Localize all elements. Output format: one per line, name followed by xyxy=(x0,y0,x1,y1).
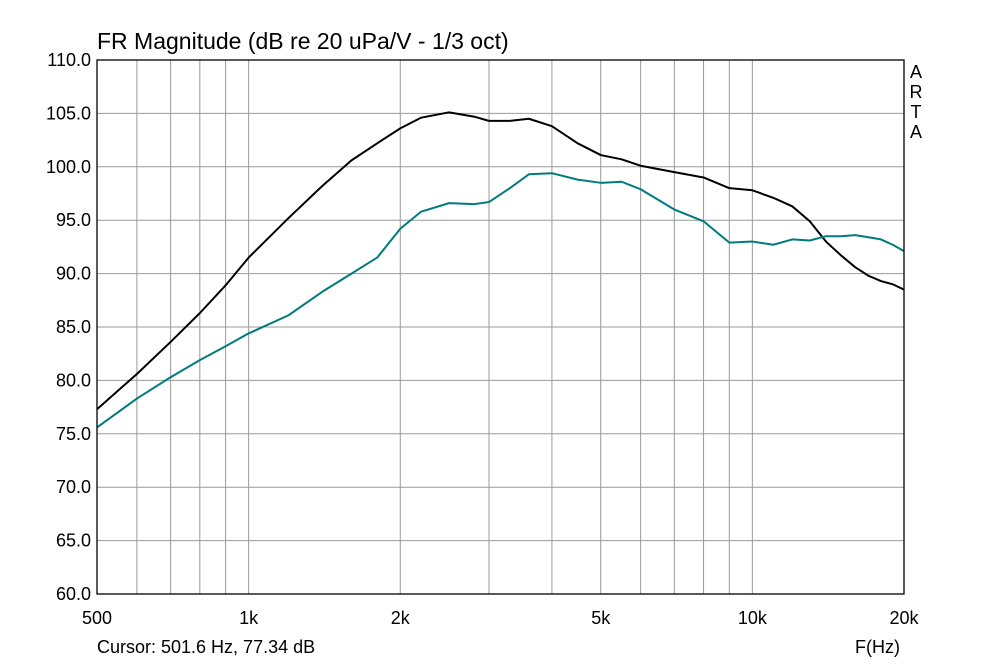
y-tick-label: 110.0 xyxy=(47,50,91,70)
watermark-letter: T xyxy=(910,102,922,122)
x-tick-label: 5k xyxy=(591,608,611,628)
y-tick-label: 95.0 xyxy=(56,210,91,230)
plot-frame xyxy=(96,59,905,595)
y-tick-label: 100.0 xyxy=(46,157,91,177)
y-tick-label: 90.0 xyxy=(56,264,91,284)
watermark-letter: A xyxy=(909,122,922,142)
watermark-letter: A xyxy=(909,62,922,82)
x-tick-labels: 500 1k 2k 5k 10k 20k xyxy=(82,608,920,628)
y-tick-label: 70.0 xyxy=(56,477,91,497)
x-tick-label: 10k xyxy=(738,608,768,628)
arta-watermark: A R T A xyxy=(906,62,926,142)
y-tick-labels: 60.0 65.0 70.0 75.0 80.0 85.0 90.0 95.0 100.0 105… xyxy=(46,50,91,604)
watermark-letter: R xyxy=(909,82,923,102)
y-tick-label: 85.0 xyxy=(56,317,91,337)
x-tick-label: 1k xyxy=(239,608,259,628)
x-tick-label: 20k xyxy=(889,608,919,628)
grid-lines xyxy=(97,60,904,594)
x-axis-label: F(Hz) xyxy=(855,637,900,657)
series-line-1 xyxy=(96,111,905,410)
x-tick-label: 2k xyxy=(391,608,411,628)
chart-title: FR Magnitude (dB re 20 uPa/V - 1/3 oct) xyxy=(97,28,509,54)
cursor-readout: Cursor: 501.6 Hz, 77.34 dB xyxy=(97,637,316,657)
y-tick-label: 80.0 xyxy=(56,370,91,390)
y-tick-label: 75.0 xyxy=(56,424,91,444)
x-tick-label: 500 xyxy=(82,608,112,628)
y-tick-label: 105.0 xyxy=(46,103,91,123)
series-line-2 xyxy=(96,172,905,429)
y-tick-label: 60.0 xyxy=(56,584,91,604)
series-lines xyxy=(96,111,905,429)
y-tick-label: 65.0 xyxy=(56,531,91,551)
